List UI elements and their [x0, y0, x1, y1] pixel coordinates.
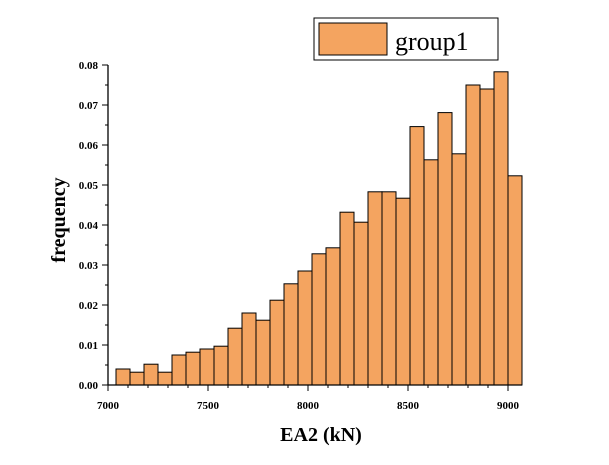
y-tick-label: 0.05 — [79, 180, 99, 192]
legend-swatch — [318, 22, 388, 56]
legend-label: group1 — [395, 27, 469, 56]
y-tick-label: 0.03 — [79, 260, 99, 272]
y-axis-title: frequency — [48, 177, 70, 262]
histogram-bar — [227, 327, 243, 386]
y-tick-label: 0.08 — [79, 60, 99, 72]
x-tick-label: 8000 — [297, 400, 320, 412]
y-tick-label: 0.00 — [79, 380, 99, 392]
y-axis-ticks: 0.00 0.01 0.02 0.03 0.04 0.05 0.06 0.07 0.08 — [79, 60, 108, 392]
histogram-bar — [353, 221, 369, 386]
histogram-bar — [297, 270, 313, 386]
x-tick-label: 9000 — [497, 400, 520, 412]
x-axis-ticks: 7000 7500 8000 8500 9000 — [97, 385, 520, 412]
histogram-bar — [451, 153, 467, 386]
histogram-bar — [493, 71, 509, 386]
x-axis-title: EA2 (kN) — [280, 424, 362, 446]
histogram-bar — [395, 197, 411, 386]
histogram-bar — [255, 319, 271, 386]
histogram-bar — [437, 112, 453, 386]
histogram-bar — [311, 253, 327, 386]
histogram-bar — [269, 299, 285, 386]
y-tick-label: 0.06 — [79, 140, 99, 152]
y-tick-label: 0.02 — [79, 300, 99, 312]
y-tick-label: 0.07 — [79, 100, 99, 112]
histogram-bar — [479, 88, 495, 386]
legend: group1 — [313, 17, 499, 61]
histogram-bar — [423, 159, 439, 386]
x-tick-label: 7000 — [97, 400, 120, 412]
histogram-bar — [409, 126, 425, 386]
histogram-bar — [241, 312, 257, 386]
histogram-bar — [381, 191, 397, 386]
histogram-bar — [213, 345, 229, 386]
histogram-bar — [171, 354, 187, 386]
y-tick-label: 0.01 — [79, 340, 98, 352]
histogram-bar — [507, 175, 523, 386]
x-tick-label: 7500 — [197, 400, 220, 412]
histogram-bar — [283, 283, 299, 386]
x-tick-label: 8500 — [397, 400, 420, 412]
histogram-bar — [325, 247, 341, 386]
histogram-bar — [199, 348, 215, 386]
histogram-bar — [157, 371, 173, 386]
histogram-bar — [465, 84, 481, 386]
y-tick-label: 0.04 — [79, 220, 99, 232]
histogram-bar — [143, 363, 159, 386]
histogram-bar — [367, 191, 383, 386]
histogram-bar — [129, 371, 145, 386]
bars-group — [115, 71, 523, 386]
histogram-bar — [185, 351, 201, 386]
histogram-bar — [115, 368, 131, 386]
histogram-bar — [339, 211, 355, 386]
